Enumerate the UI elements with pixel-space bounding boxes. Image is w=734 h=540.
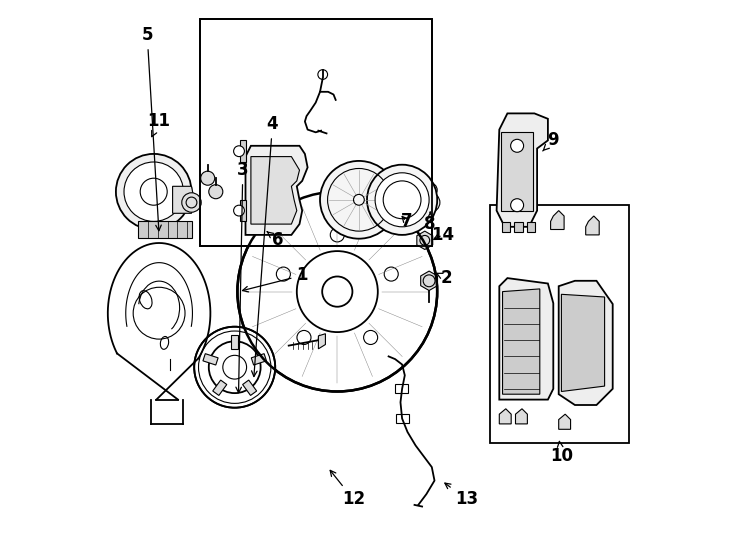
Polygon shape bbox=[243, 380, 257, 395]
Circle shape bbox=[367, 165, 437, 235]
Polygon shape bbox=[503, 289, 539, 394]
Text: 4: 4 bbox=[252, 115, 278, 376]
Polygon shape bbox=[515, 222, 523, 232]
Polygon shape bbox=[499, 278, 553, 400]
Text: 8: 8 bbox=[424, 212, 436, 233]
Circle shape bbox=[200, 171, 215, 185]
Polygon shape bbox=[382, 212, 390, 222]
Polygon shape bbox=[559, 281, 613, 405]
Polygon shape bbox=[417, 231, 433, 249]
Text: 6: 6 bbox=[267, 231, 283, 249]
Circle shape bbox=[195, 327, 275, 408]
Polygon shape bbox=[421, 271, 437, 291]
Circle shape bbox=[124, 162, 184, 221]
Text: 1: 1 bbox=[242, 266, 308, 292]
Text: 2: 2 bbox=[437, 269, 452, 287]
Text: 12: 12 bbox=[330, 470, 365, 509]
Bar bbox=[200, 19, 432, 246]
Polygon shape bbox=[137, 221, 192, 238]
Circle shape bbox=[182, 193, 201, 212]
Polygon shape bbox=[499, 409, 511, 424]
Circle shape bbox=[237, 192, 437, 392]
Circle shape bbox=[375, 173, 429, 227]
Polygon shape bbox=[213, 380, 227, 395]
Polygon shape bbox=[559, 414, 570, 429]
Polygon shape bbox=[319, 334, 325, 349]
Circle shape bbox=[208, 185, 223, 199]
Polygon shape bbox=[550, 211, 564, 229]
Polygon shape bbox=[562, 294, 605, 392]
Circle shape bbox=[424, 183, 437, 197]
Bar bbox=[200, 19, 432, 246]
Circle shape bbox=[511, 139, 523, 152]
Text: 10: 10 bbox=[550, 441, 573, 465]
Text: 3: 3 bbox=[236, 161, 249, 393]
Text: 13: 13 bbox=[445, 483, 479, 509]
Text: 14: 14 bbox=[431, 226, 454, 244]
Polygon shape bbox=[502, 222, 510, 232]
Circle shape bbox=[421, 193, 440, 212]
Circle shape bbox=[233, 146, 244, 157]
Polygon shape bbox=[586, 216, 599, 235]
Polygon shape bbox=[527, 222, 535, 232]
Bar bbox=[395, 384, 407, 393]
Circle shape bbox=[511, 199, 523, 212]
Circle shape bbox=[320, 161, 398, 239]
Bar bbox=[396, 414, 409, 423]
Text: 9: 9 bbox=[542, 131, 559, 151]
Polygon shape bbox=[501, 132, 533, 211]
Text: 11: 11 bbox=[148, 112, 170, 137]
Circle shape bbox=[233, 205, 244, 216]
Polygon shape bbox=[172, 186, 195, 213]
Polygon shape bbox=[231, 335, 239, 348]
Text: 5: 5 bbox=[142, 26, 161, 231]
Bar bbox=[490, 205, 629, 443]
Polygon shape bbox=[240, 200, 245, 221]
Polygon shape bbox=[240, 140, 245, 162]
Polygon shape bbox=[251, 157, 299, 224]
Polygon shape bbox=[515, 409, 528, 424]
Circle shape bbox=[140, 178, 167, 205]
Circle shape bbox=[116, 154, 192, 230]
Polygon shape bbox=[245, 146, 308, 235]
Polygon shape bbox=[251, 354, 266, 365]
Polygon shape bbox=[497, 113, 548, 227]
Text: 7: 7 bbox=[401, 212, 413, 231]
Polygon shape bbox=[203, 354, 218, 365]
